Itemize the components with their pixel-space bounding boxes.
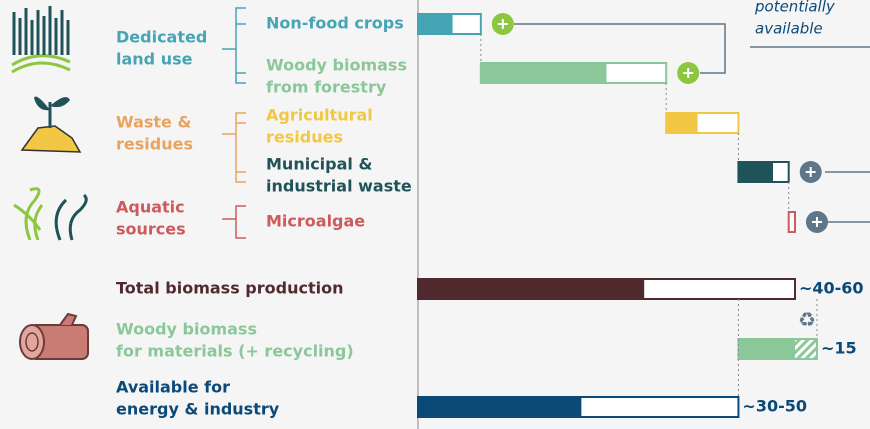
label: Aquatic [116,198,185,217]
label: sources [116,220,186,239]
value-label: ~15 [821,339,857,358]
label: from forestry [266,78,387,97]
label: for materials (+ recycling) [116,342,354,361]
value-label: ~40-60 [799,279,864,298]
plus-sign [683,68,694,78]
value-label: ~30-50 [742,397,807,416]
seaweed-icon [13,187,88,241]
connector [514,23,726,74]
plus-sign [497,19,508,29]
bar-core [418,279,645,299]
label: Agricultural [266,106,373,125]
label: Available for [116,378,230,397]
label: land use [116,50,193,69]
recycle-icon: ♻ [798,308,816,332]
bar-core [418,14,453,34]
bar-range [787,211,796,233]
plus-sign [805,167,816,177]
bar-core [666,113,698,133]
bar-core [480,63,607,83]
label: Waste & [116,113,191,132]
label: Woody biomass [116,320,257,339]
bracket [222,112,246,183]
label: available [755,20,823,38]
bar-core [738,339,795,359]
label: energy & industry [116,400,280,419]
label: potentially [754,0,836,16]
label: Non-food crops [266,14,404,33]
sprout-icon [20,96,82,153]
label: Microalgae [266,212,365,231]
label: Dedicated [116,28,207,47]
label: Municipal & [266,155,372,174]
label: Woody biomass [266,56,407,75]
grass-icon [11,6,71,74]
plus-sign [811,217,822,227]
bar-core [738,162,773,182]
label: Total biomass production [116,279,343,298]
label: residues [266,128,343,147]
bracket [222,205,246,239]
bracket [222,7,246,84]
label: residues [116,135,193,154]
bar-core [418,397,582,417]
log-icon [19,312,89,360]
label: industrial waste [266,177,412,196]
